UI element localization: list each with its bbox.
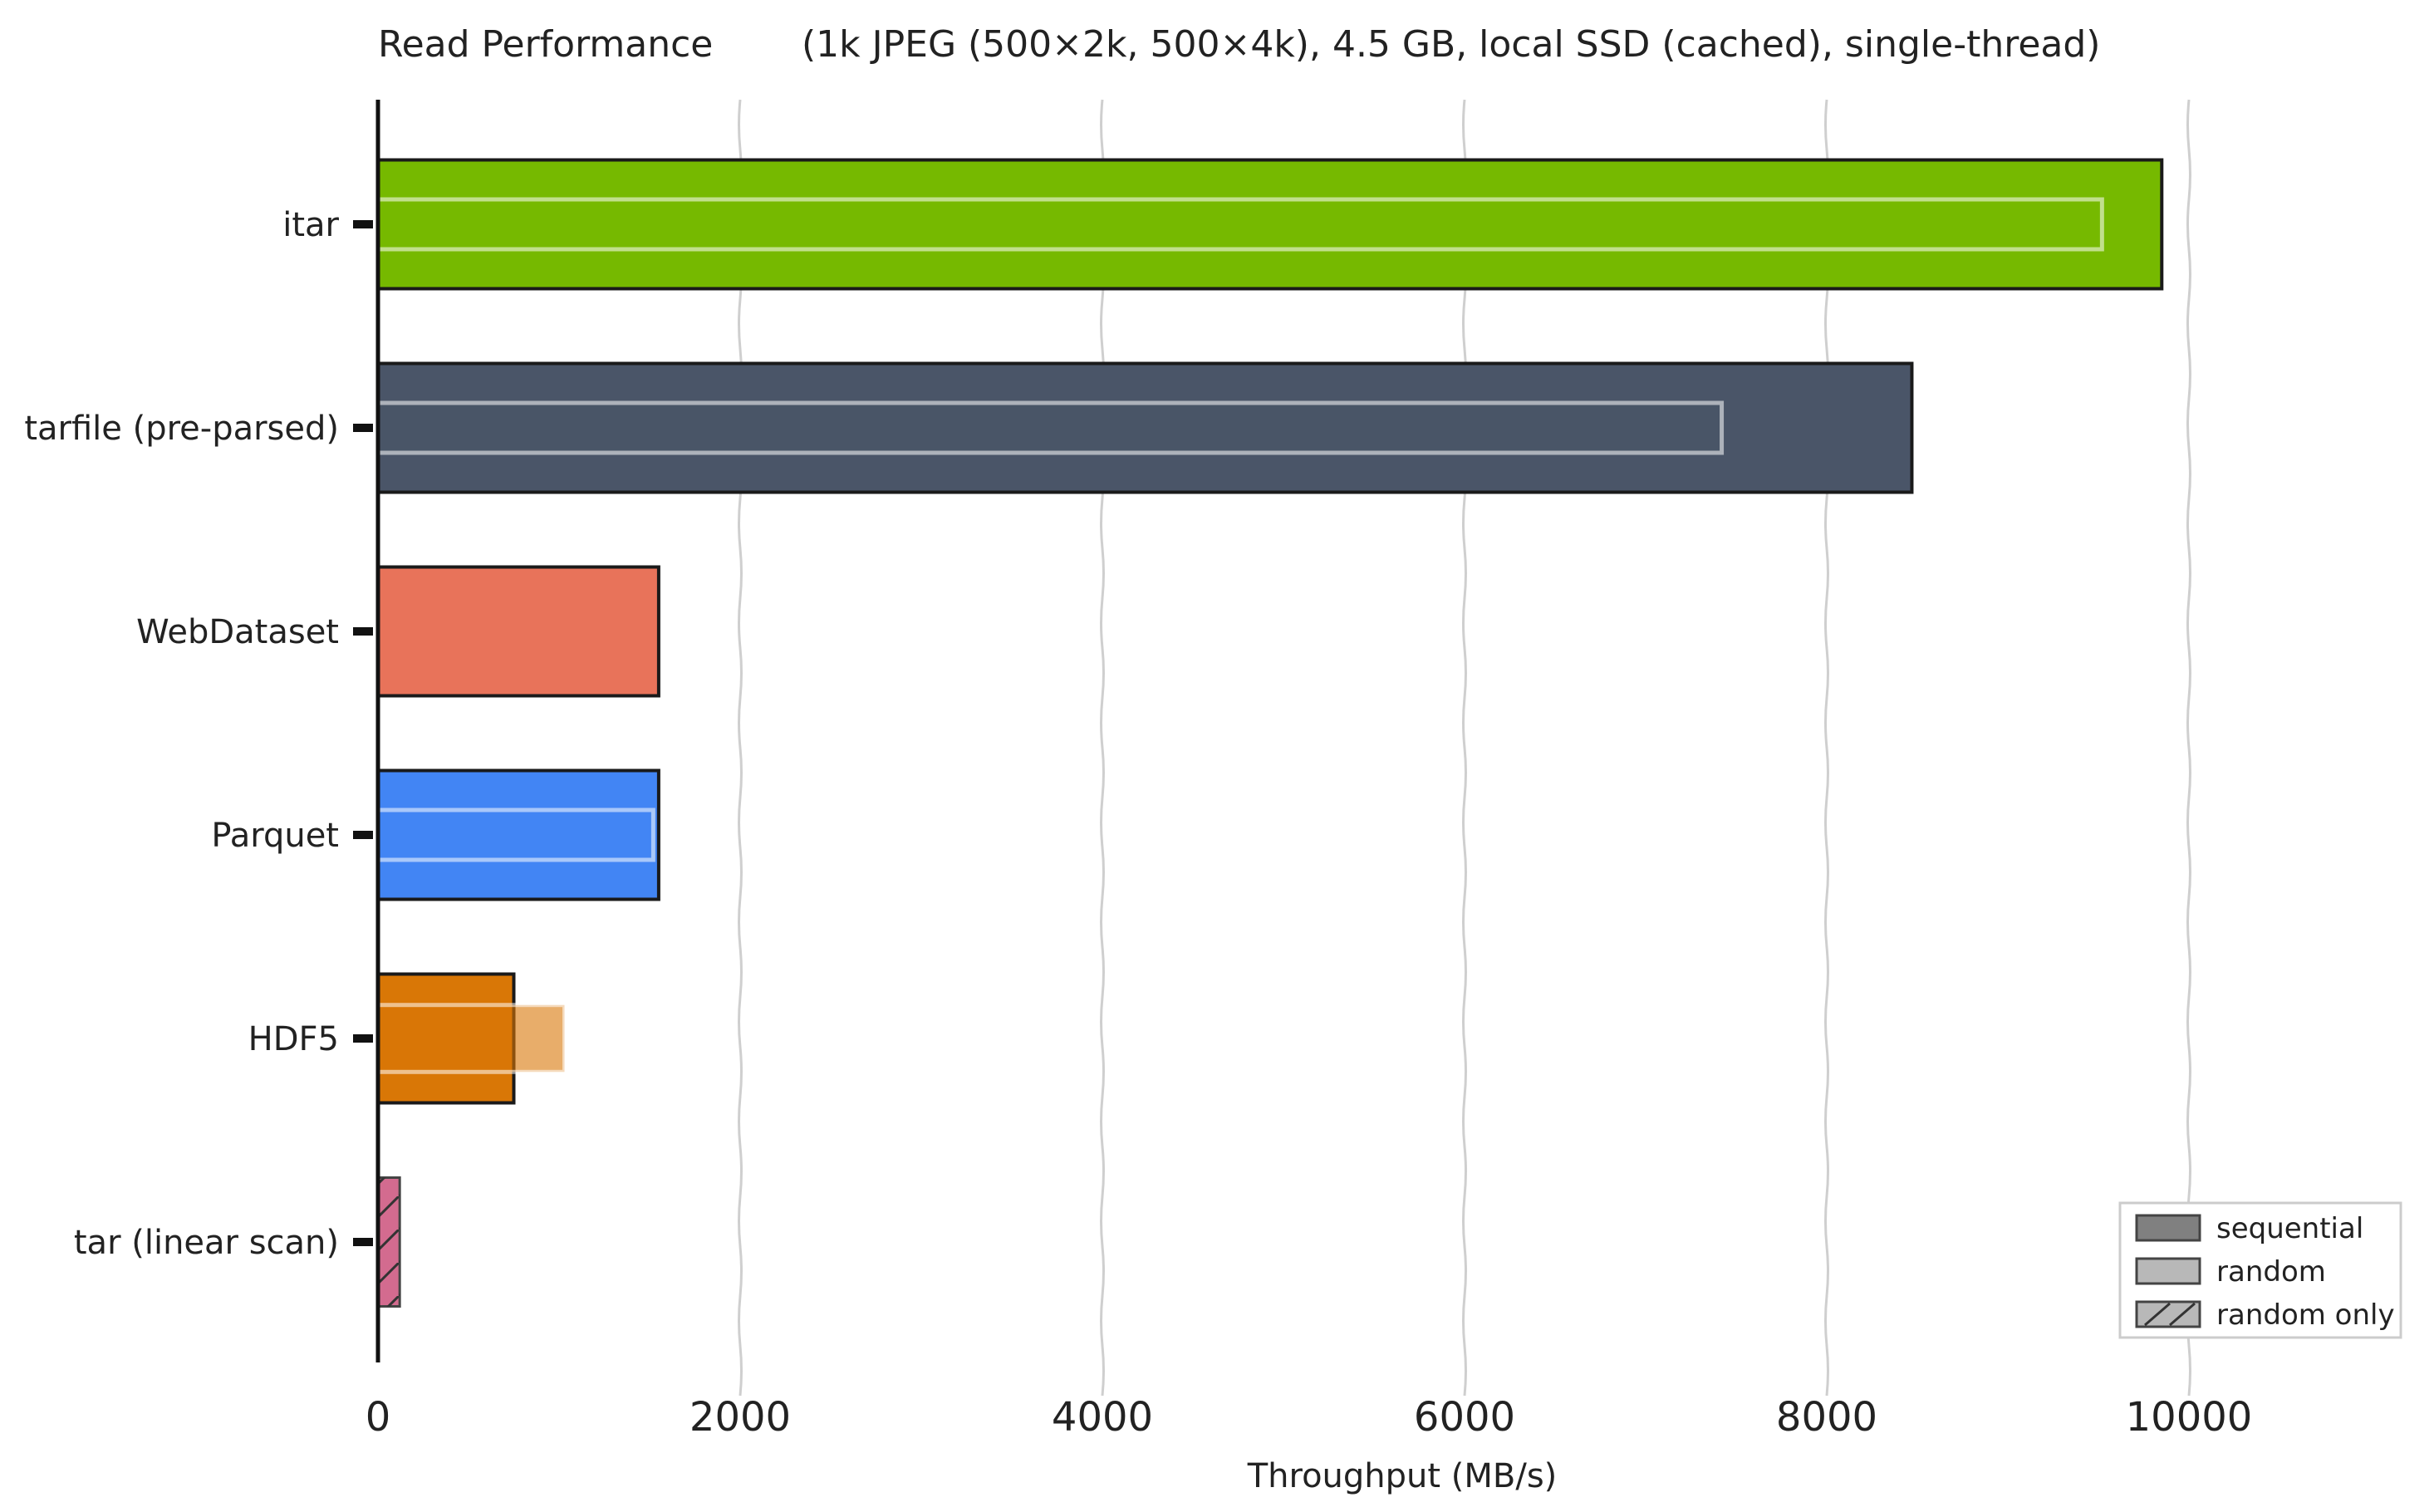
y-tick-labels: itar tarfile (pre-parsed) WebDataset Parque… [24,206,373,1262]
x-tick-label: 2000 [689,1394,791,1441]
legend-swatch [2135,1214,2201,1242]
grid-line [1462,99,1467,1397]
y-tick [353,1034,373,1043]
bar-sequential [376,565,660,698]
x-axis-label: Throughput (MB/s) [1247,1457,1558,1495]
bar-random [375,400,1725,455]
legend-hatch [2169,1302,2196,1327]
bars [375,158,2164,1308]
x-tick-label: 6000 [1414,1394,1515,1441]
legend-hatch [2144,1302,2171,1327]
legend: sequential random random only [2118,1201,2402,1339]
legend-label: random only [2216,1298,2395,1332]
chart-title: Read Performance [378,23,713,66]
y-tick [353,627,373,636]
x-tick-label: 8000 [1776,1394,1877,1441]
x-tick-labels: 0 2000 4000 6000 8000 10000 [366,1394,2253,1441]
bar-random [375,197,2104,252]
legend-swatch [2135,1257,2201,1285]
grid-line [1824,99,1829,1397]
grid-line [2186,99,2191,1397]
bar-random-only-hatch [378,1177,400,1307]
x-tick-label: 0 [366,1394,391,1441]
legend-label: random [2216,1255,2326,1289]
x-tick-label: 10000 [2126,1394,2253,1441]
grid-line [738,99,743,1397]
category-label: tarfile (pre-parsed) [24,410,339,448]
y-tick [353,220,373,228]
category-label: WebDataset [136,613,339,651]
category-label: itar [282,206,339,244]
category-label: Parquet [211,817,339,855]
chart-subtitle: (1k JPEG (500×2k, 500×4k), 4.5 GB, local… [802,23,2100,66]
category-label: tar (linear scan) [74,1224,339,1262]
y-tick [353,1238,373,1246]
category-label: HDF5 [248,1020,339,1058]
x-tick-label: 4000 [1052,1394,1153,1441]
y-tick [353,831,373,839]
grid-lines [738,99,2191,1397]
grid-line [1100,99,1105,1397]
legend-label: sequential [2216,1212,2363,1245]
bar-random [375,808,655,862]
bar-random [375,1003,567,1074]
y-tick [353,424,373,432]
